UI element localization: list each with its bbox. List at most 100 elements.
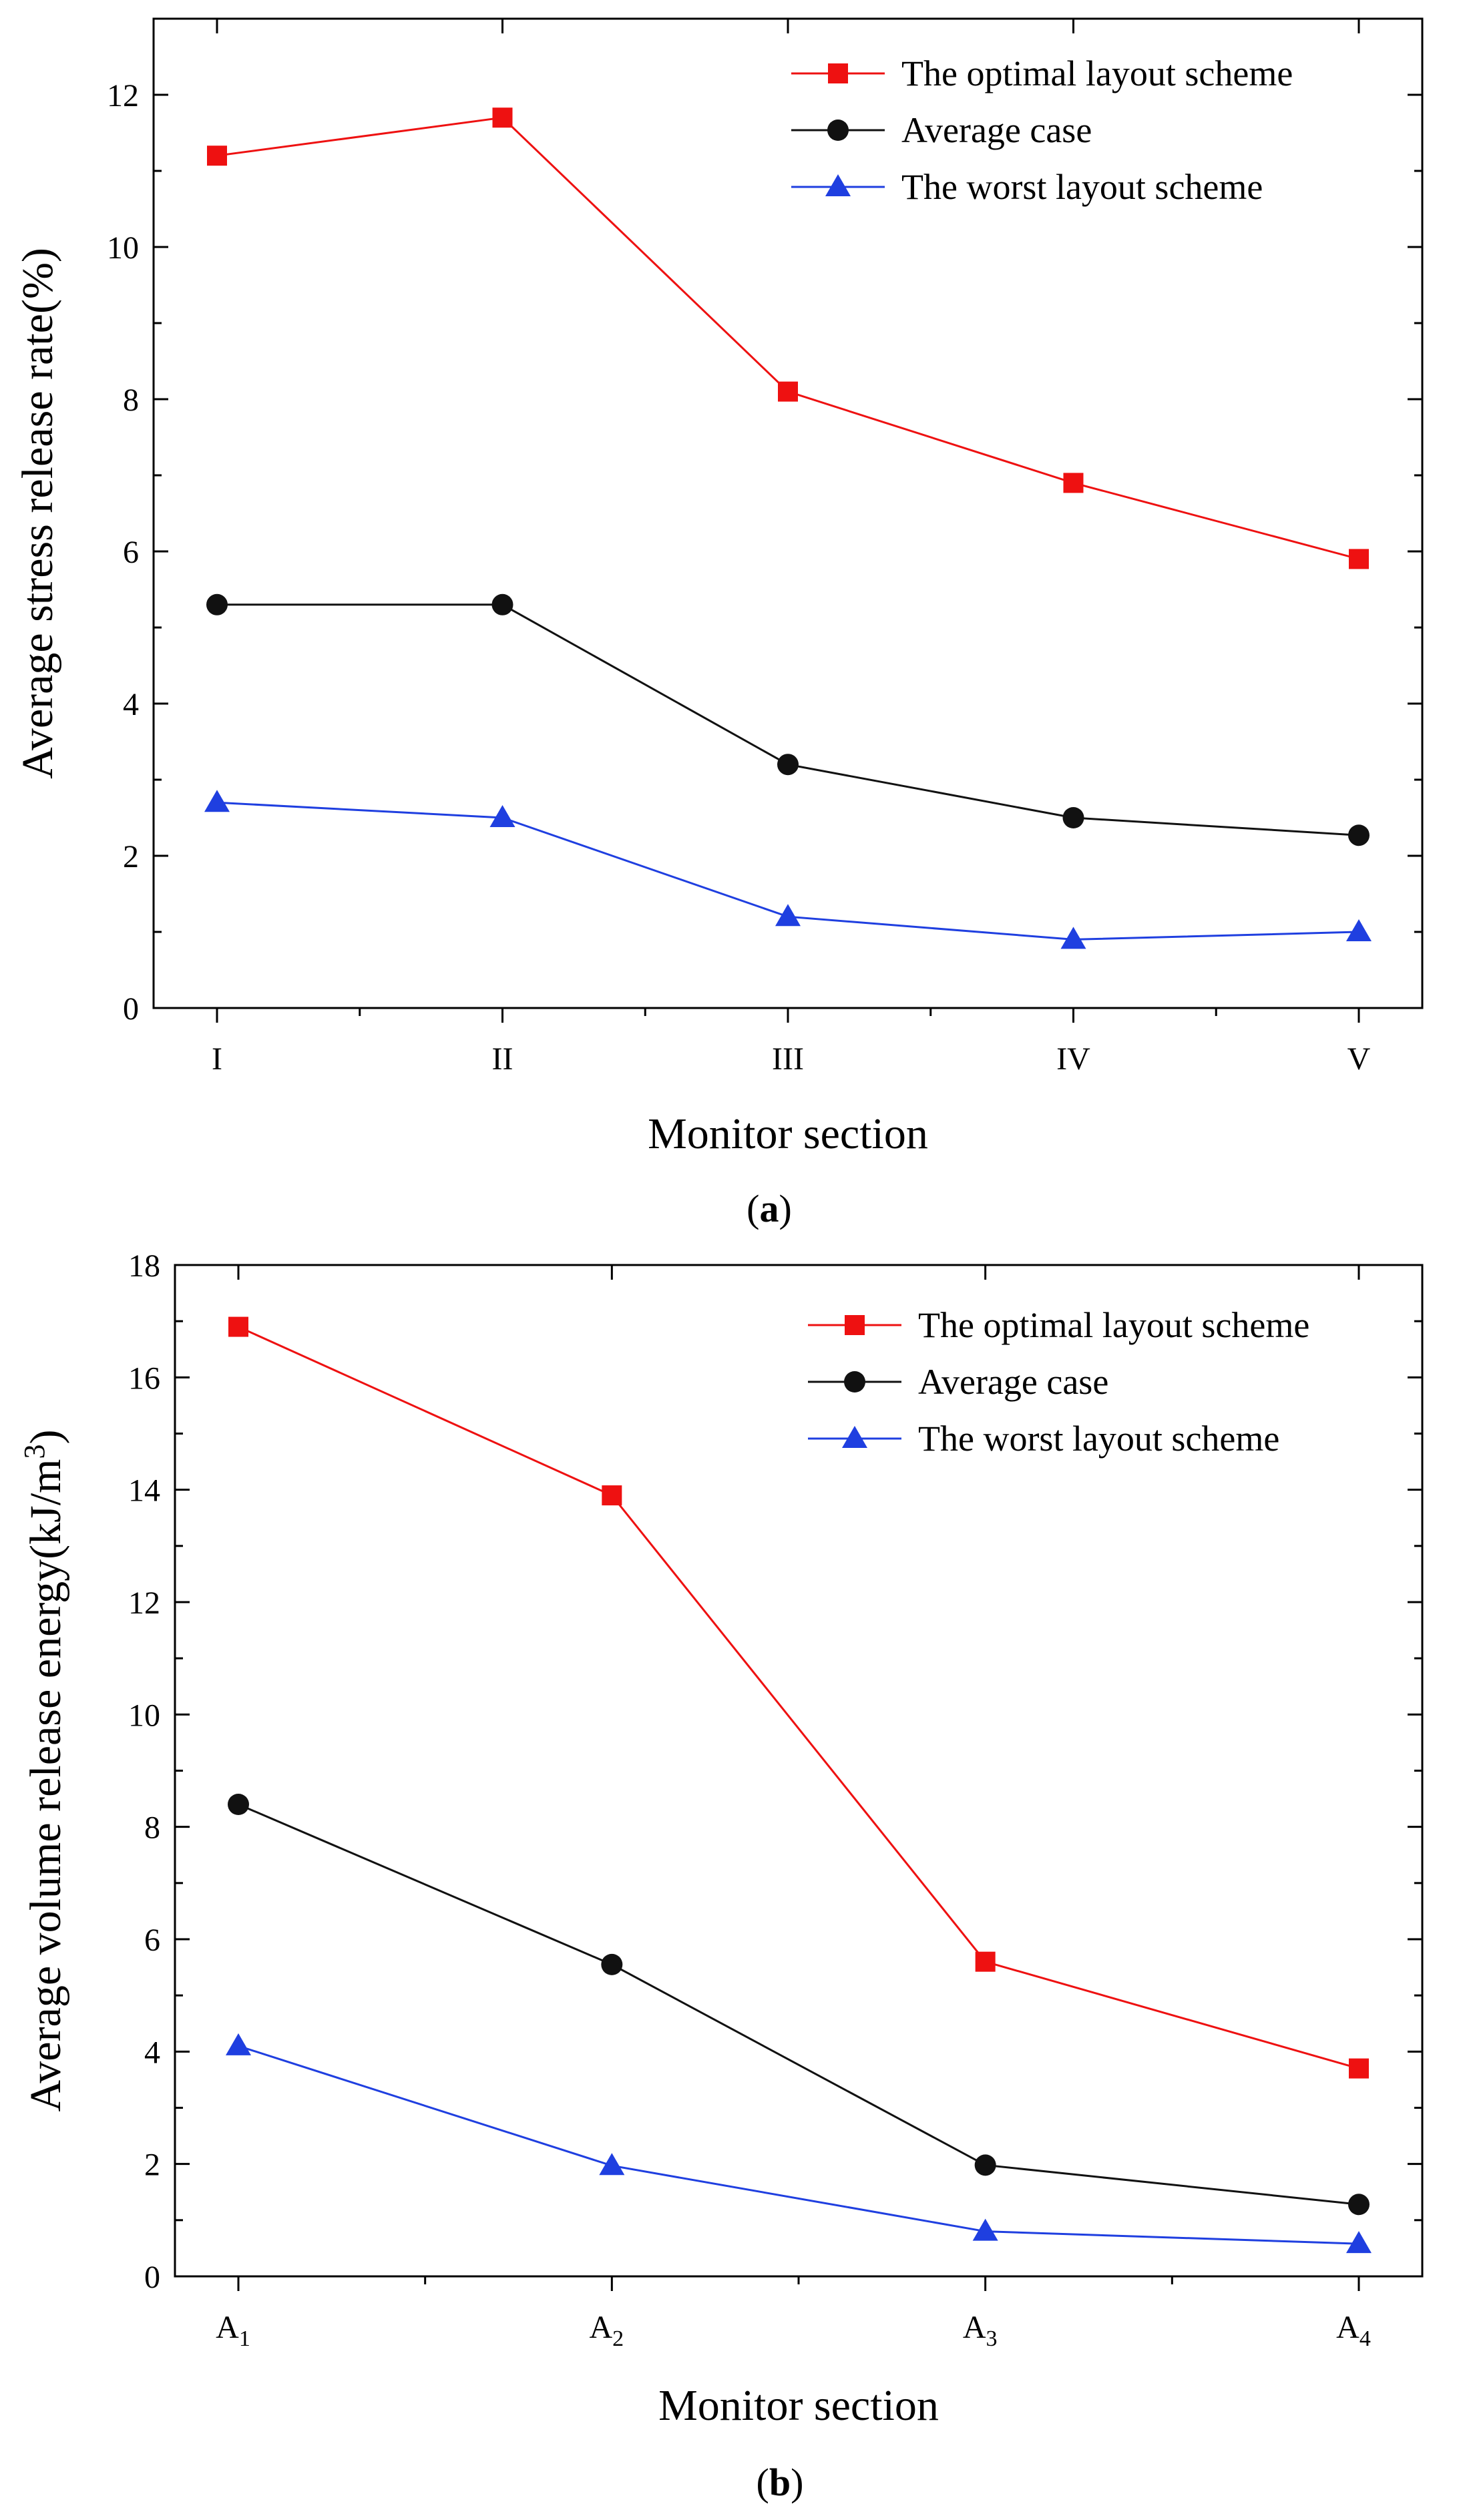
data-point — [1349, 2058, 1369, 2079]
caption-open: ( — [757, 2461, 769, 2504]
data-point — [491, 593, 513, 615]
x-tick-text: A — [216, 2310, 239, 2345]
legend-marker — [845, 1315, 865, 1335]
data-point — [228, 1316, 248, 1337]
y-axis-label-text: Average stress release rate(%) — [13, 248, 62, 779]
y-tick-label: 0 — [144, 2260, 160, 2295]
data-point — [972, 2218, 998, 2241]
y-tick-label: 14 — [128, 1473, 160, 1509]
y-tick-label: 2 — [144, 2148, 160, 2183]
legend-marker — [842, 1426, 867, 1448]
series-line — [238, 1326, 1359, 2070]
x-tick-label: A1 — [216, 2310, 250, 2351]
x-tick-label: A2 — [589, 2310, 624, 2351]
data-point — [974, 2154, 996, 2176]
y-tick-label: 18 — [128, 1248, 160, 1284]
data-point — [492, 107, 513, 128]
legend-label: The optimal layout scheme — [918, 1305, 1309, 1345]
y-axis-label: Average stress release rate(%) — [13, 248, 62, 779]
y-tick-label: 12 — [107, 78, 139, 113]
y-axis-label: Average volume release energy(kJ/m3) — [18, 1430, 70, 2112]
data-point — [778, 381, 798, 402]
data-point — [1346, 919, 1372, 941]
data-point — [228, 1794, 249, 1815]
x-axis-label: Monitor section — [648, 1109, 928, 1158]
data-point — [206, 593, 228, 615]
x-tick-subscript: 3 — [986, 2326, 998, 2351]
y-axis-label-suffix: ) — [21, 1430, 70, 1445]
legend-label: Average case — [901, 110, 1092, 150]
y-tick-label: 10 — [128, 1698, 160, 1733]
caption-open: ( — [747, 1187, 759, 1230]
x-tick-text: IV — [1056, 1041, 1090, 1077]
y-tick-label: 12 — [128, 1585, 160, 1621]
x-tick-text: I — [212, 1041, 222, 1077]
y-tick-label: 2 — [123, 839, 139, 874]
caption-close: ) — [791, 2461, 803, 2504]
x-tick-label: IV — [1056, 1041, 1090, 1077]
data-point — [1060, 927, 1086, 949]
legend-label: The worst layout scheme — [901, 167, 1263, 207]
data-point — [1349, 549, 1369, 569]
x-tick-subscript: 4 — [1359, 2326, 1371, 2351]
legend-marker — [844, 1371, 865, 1393]
x-tick-label: I — [212, 1041, 222, 1077]
legend-label: Average case — [918, 1362, 1108, 1402]
legend-marker — [825, 174, 851, 196]
caption-close: ) — [779, 1187, 792, 1230]
y-tick-label: 10 — [107, 230, 139, 266]
caption-letter: b — [769, 2461, 791, 2504]
data-point — [204, 790, 230, 812]
data-point — [975, 1951, 996, 1972]
x-axis-label: Monitor section — [658, 2381, 939, 2430]
y-tick-label: 16 — [128, 1360, 160, 1396]
y-tick-label: 8 — [144, 1810, 160, 1846]
legend-marker — [828, 63, 848, 83]
x-tick-text: II — [492, 1041, 513, 1077]
panel-caption: (a) — [747, 1187, 792, 1230]
x-tick-text: V — [1347, 1041, 1371, 1077]
x-tick-text: A — [589, 2310, 612, 2345]
data-point — [602, 1485, 622, 1506]
data-point — [207, 146, 227, 166]
data-point — [775, 904, 801, 927]
y-axis-label-text: Average volume release energy(kJ/m — [21, 1459, 70, 2112]
data-point — [1062, 807, 1084, 828]
data-point — [599, 2153, 625, 2176]
y-tick-label: 8 — [123, 383, 139, 418]
x-tick-text: A — [963, 2310, 986, 2345]
x-tick-label: A3 — [963, 2310, 998, 2351]
data-point — [1348, 824, 1370, 846]
x-tick-label: V — [1347, 1041, 1371, 1077]
legend-label: The optimal layout scheme — [901, 53, 1293, 93]
x-tick-label: III — [772, 1041, 804, 1077]
y-tick-label: 4 — [123, 687, 139, 722]
data-point — [1348, 2194, 1370, 2216]
y-tick-label: 6 — [123, 535, 139, 570]
x-tick-label: II — [492, 1041, 513, 1077]
panel-caption: (b) — [757, 2461, 804, 2504]
y-tick-label: 4 — [144, 2035, 160, 2070]
series-line — [238, 1803, 1359, 2206]
y-tick-label: 6 — [144, 1923, 160, 1958]
caption-letter: a — [760, 1187, 779, 1230]
legend-label: The worst layout scheme — [918, 1419, 1279, 1459]
data-point — [226, 2033, 251, 2055]
y-tick-label: 0 — [123, 991, 139, 1027]
data-point — [777, 754, 799, 776]
data-point — [1063, 473, 1084, 493]
x-tick-subscript: 2 — [612, 2326, 624, 2351]
data-point — [1346, 2231, 1372, 2254]
x-tick-label: A4 — [1336, 2310, 1371, 2351]
series-line — [238, 2045, 1359, 2245]
y-axis-label-superscript: 3 — [18, 1445, 51, 1459]
x-tick-subscript: 1 — [239, 2326, 250, 2351]
data-point — [601, 1953, 623, 1975]
x-tick-text: A — [1336, 2310, 1359, 2345]
data-point — [489, 805, 515, 827]
legend-marker — [827, 119, 849, 141]
x-tick-text: III — [772, 1041, 804, 1077]
